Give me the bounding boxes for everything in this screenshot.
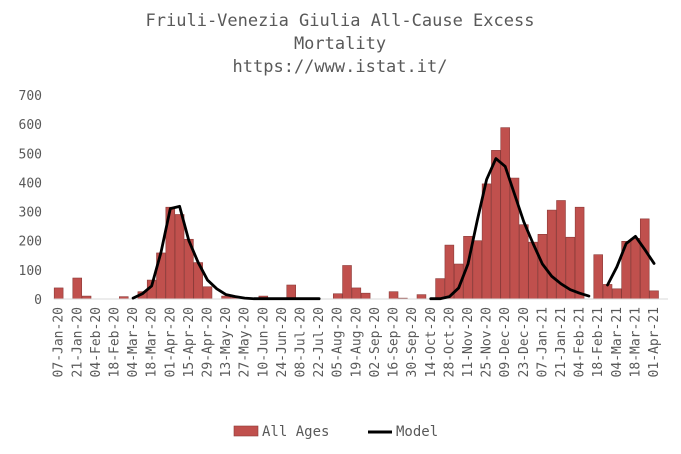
x-tick-label: 01-Apr-21 xyxy=(647,307,662,377)
x-tick-label: 04-Mar-21 xyxy=(610,307,625,377)
bar xyxy=(53,287,64,300)
legend-swatch-all-ages xyxy=(233,425,259,437)
x-tick-label: 29-Apr-20 xyxy=(201,307,216,377)
chart-title-line-1: Friuli-Venezia Giulia All-Cause Excess xyxy=(146,11,535,31)
x-tick-label: 19-Aug-20 xyxy=(349,307,364,377)
chart-title: Friuli-Venezia Giulia All-Cause Excess M… xyxy=(146,11,535,77)
x-tick-label: 16-Sep-20 xyxy=(387,307,402,377)
chart-title-line-3: https://www.istat.it/ xyxy=(233,57,448,77)
bar-series-all-ages xyxy=(53,127,659,300)
bar xyxy=(593,254,603,300)
x-tick-label: 18-Feb-21 xyxy=(591,307,606,377)
bar xyxy=(519,224,529,300)
model-line xyxy=(131,157,656,301)
x-tick-label: 21-Jan-20 xyxy=(70,307,85,377)
x-tick-label: 27-May-20 xyxy=(238,307,253,377)
bar xyxy=(481,183,492,300)
bar xyxy=(360,292,371,300)
x-tick-label: 24-Jun-20 xyxy=(275,307,290,377)
legend: All Ages Model xyxy=(233,424,438,440)
bar xyxy=(649,290,659,300)
x-tick-label: 18-Feb-20 xyxy=(107,307,122,377)
y-tick-label: 300 xyxy=(19,206,42,221)
bar xyxy=(416,294,427,300)
bar xyxy=(332,293,343,300)
chart-title-line-2: Mortality xyxy=(294,34,386,54)
x-tick-label: 09-Dec-20 xyxy=(498,307,513,377)
x-tick-label: 05-Aug-20 xyxy=(331,307,346,377)
x-tick-label: 22-Jul-20 xyxy=(312,307,327,377)
bar xyxy=(491,150,501,300)
x-tick-label: 11-Nov-20 xyxy=(461,307,476,377)
x-tick-label: 08-Jul-20 xyxy=(294,307,309,377)
x-tick-label: 28-Oct-20 xyxy=(442,307,457,377)
bar xyxy=(435,278,445,300)
x-tick-label: 04-Feb-21 xyxy=(573,307,588,377)
x-tick-label: 25-Nov-20 xyxy=(480,307,495,377)
x-tick-label: 01-Apr-20 xyxy=(163,307,178,377)
y-tick-label: 600 xyxy=(19,118,42,133)
y-tick-label: 700 xyxy=(19,89,42,104)
y-tick-label: 0 xyxy=(34,293,42,308)
bar xyxy=(286,284,296,300)
x-tick-label: 18-Mar-20 xyxy=(145,307,160,377)
bar xyxy=(351,287,362,300)
y-tick-label: 500 xyxy=(19,147,42,162)
bar xyxy=(342,265,352,300)
bar xyxy=(500,127,510,300)
legend-label-all-ages: All Ages xyxy=(262,424,329,440)
x-tick-label: 10-Jun-20 xyxy=(256,307,271,377)
bar xyxy=(472,240,483,300)
bar xyxy=(72,277,83,300)
y-tick-label: 200 xyxy=(19,235,42,250)
x-tick-label: 02-Sep-20 xyxy=(368,307,383,377)
y-tick-label: 100 xyxy=(19,264,42,279)
bar xyxy=(546,209,557,300)
x-tick-label: 04-Feb-20 xyxy=(89,307,104,377)
x-axis-tick-labels: 07-Jan-20 21-Jan-20 04-Feb-20 18-Feb-20 04-M… xyxy=(52,307,662,377)
x-tick-label: 23-Dec-20 xyxy=(517,307,532,377)
x-tick-label: 15-Apr-20 xyxy=(182,307,197,377)
bar xyxy=(630,238,641,300)
legend-label-model: Model xyxy=(396,424,438,440)
bar xyxy=(612,288,622,300)
x-tick-label: 30-Sep-20 xyxy=(405,307,420,377)
x-tick-label: 14-Oct-20 xyxy=(424,307,439,377)
x-tick-label: 13-May-20 xyxy=(219,307,234,377)
bar xyxy=(444,244,455,300)
x-tick-label: 18-Mar-21 xyxy=(628,307,643,377)
x-tick-label: 04-Mar-20 xyxy=(126,307,141,377)
x-tick-label: 21-Jan-21 xyxy=(554,307,569,377)
bar xyxy=(202,286,213,300)
x-tick-label: 07-Jan-21 xyxy=(535,307,550,377)
bar xyxy=(388,291,399,300)
x-tick-label: 07-Jan-20 xyxy=(52,307,67,377)
y-axis-tick-labels: 0 100 200 300 400 500 600 700 xyxy=(19,89,42,308)
bar xyxy=(602,284,613,300)
bar xyxy=(174,214,185,300)
bar xyxy=(574,206,585,300)
y-tick-label: 400 xyxy=(19,176,42,191)
bar xyxy=(639,218,650,300)
